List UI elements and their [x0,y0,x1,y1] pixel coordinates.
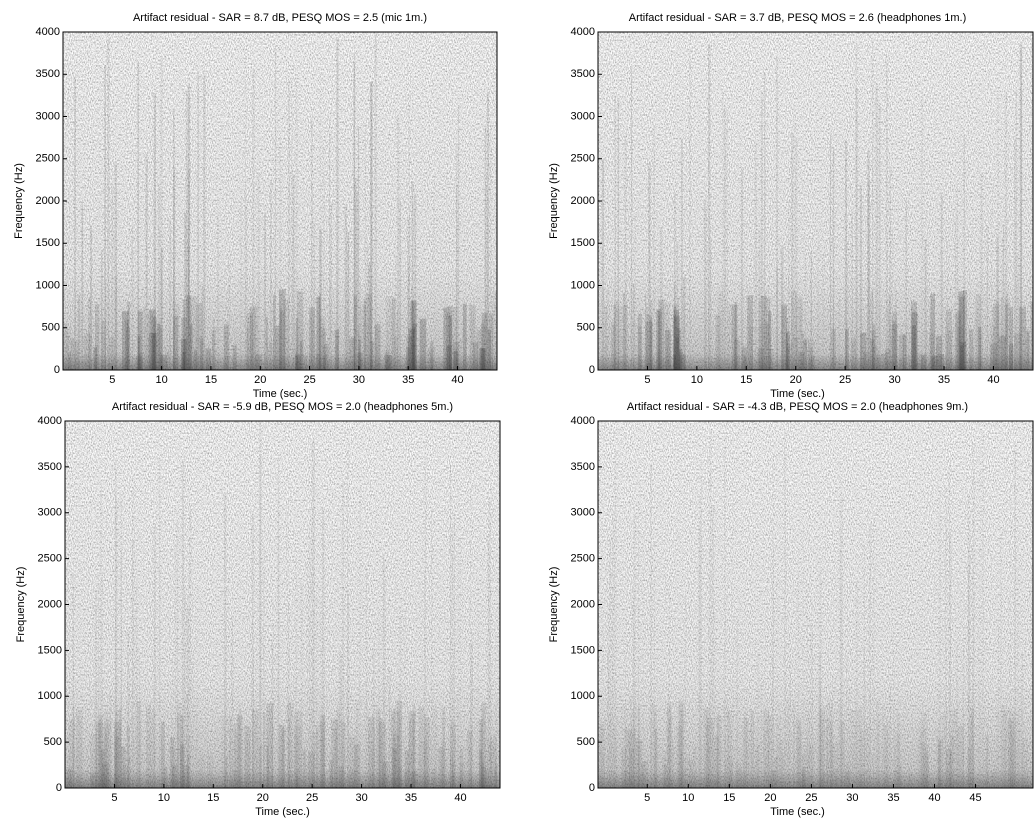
spectrogram-image [63,32,497,370]
x-tick-label: 20 [254,374,266,386]
x-tick-label: 15 [740,374,752,386]
spectrogram-panel: 0 500 1000 1500 2000 2500 3000 3500 4000 5 10 15 20 2… [548,401,1034,818]
x-tick-label: 25 [303,374,315,386]
x-tick-label: 40 [454,792,466,804]
spectrogram-low-band [598,421,1033,788]
y-tick-label: 2500 [571,153,595,165]
y-tick-label: 4000 [36,26,60,38]
x-tick-label: 10 [691,374,703,386]
y-axis-label: Frequency (Hz) [15,567,27,643]
x-tick-label: 10 [682,792,694,804]
y-tick-label: 2500 [38,553,62,565]
x-tick-label: 35 [938,374,950,386]
x-tick-label: 35 [405,792,417,804]
y-tick-label: 0 [589,782,595,794]
y-tick-label: 1500 [38,644,62,656]
y-tick-label: 3000 [38,507,62,519]
chart-title: Artifact residual - SAR = 8.7 dB, PESQ M… [133,12,427,24]
y-tick-label: 1000 [571,279,595,291]
x-axis-label: Time (sec.) [255,806,310,818]
y-axis-label: Frequency (Hz) [548,163,560,239]
x-tick-label: 20 [257,792,269,804]
x-tick-label: 5 [644,374,650,386]
spectrogram-panel: 0 500 1000 1500 2000 2500 3000 3500 4000 5 10 15 20 2… [15,401,501,818]
y-tick-label: 4000 [38,415,62,427]
x-tick-label: 30 [355,792,367,804]
spectrogram-panel: 0 500 1000 1500 2000 2500 3000 3500 4000 5 10 15 20 2… [548,12,1034,400]
spectrogram-image [598,32,1033,370]
chart-title: Artifact residual - SAR = -5.9 dB, PESQ … [112,401,453,413]
y-axis-label: Frequency (Hz) [13,163,25,239]
x-tick-label: 30 [353,374,365,386]
y-tick-label: 3500 [571,68,595,80]
x-axis-label: Time (sec.) [770,388,825,400]
spectrogram-image [598,421,1033,788]
spectrogram-low-band [65,421,500,788]
y-tick-label: 3000 [571,110,595,122]
x-tick-label: 45 [969,792,981,804]
y-tick-label: 500 [577,736,595,748]
y-tick-label: 3500 [36,68,60,80]
x-tick-label: 35 [887,792,899,804]
x-tick-label: 20 [764,792,776,804]
y-tick-label: 3000 [36,110,60,122]
y-axis-label: Frequency (Hz) [548,567,560,643]
y-tick-label: 2500 [571,553,595,565]
y-tick-label: 1000 [38,690,62,702]
spectrogram-low-band [63,32,497,370]
y-tick-label: 3500 [571,461,595,473]
chart-title: Artifact residual - SAR = -4.3 dB, PESQ … [627,401,968,413]
x-tick-label: 15 [207,792,219,804]
x-tick-label: 40 [928,792,940,804]
x-tick-label: 5 [111,792,117,804]
x-tick-label: 25 [306,792,318,804]
x-tick-label: 5 [644,792,650,804]
y-tick-label: 0 [54,364,60,376]
y-tick-label: 3500 [38,461,62,473]
x-tick-label: 40 [987,374,999,386]
x-tick-label: 10 [156,374,168,386]
x-tick-label: 40 [451,374,463,386]
y-tick-label: 1500 [36,237,60,249]
y-tick-label: 500 [577,322,595,334]
y-tick-label: 2000 [36,195,60,207]
y-tick-label: 2500 [36,153,60,165]
x-tick-label: 25 [805,792,817,804]
y-tick-label: 1000 [571,690,595,702]
y-tick-label: 1500 [571,644,595,656]
x-tick-label: 30 [846,792,858,804]
x-tick-label: 30 [888,374,900,386]
x-axis-label: Time (sec.) [770,806,825,818]
x-tick-label: 25 [839,374,851,386]
x-tick-label: 35 [402,374,414,386]
y-tick-label: 1000 [36,279,60,291]
spectrogram-low-band [598,32,1033,370]
x-tick-label: 20 [790,374,802,386]
x-axis-label: Time (sec.) [253,388,308,400]
x-tick-label: 15 [205,374,217,386]
spectrogram-panel: 0 500 1000 1500 2000 2500 3000 3500 4000 5 10 15 20 2… [13,12,498,400]
y-tick-label: 2000 [571,195,595,207]
chart-title: Artifact residual - SAR = 3.7 dB, PESQ M… [629,12,967,24]
y-tick-label: 0 [56,782,62,794]
y-tick-label: 3000 [571,507,595,519]
y-tick-label: 1500 [571,237,595,249]
y-tick-label: 4000 [571,26,595,38]
x-tick-label: 5 [109,374,115,386]
y-tick-label: 2000 [571,598,595,610]
x-tick-label: 10 [158,792,170,804]
spectrogram-image [65,421,500,788]
x-tick-label: 15 [723,792,735,804]
y-tick-label: 500 [44,736,62,748]
y-tick-label: 500 [42,322,60,334]
y-tick-label: 0 [589,364,595,376]
y-tick-label: 4000 [571,415,595,427]
y-tick-label: 2000 [38,598,62,610]
